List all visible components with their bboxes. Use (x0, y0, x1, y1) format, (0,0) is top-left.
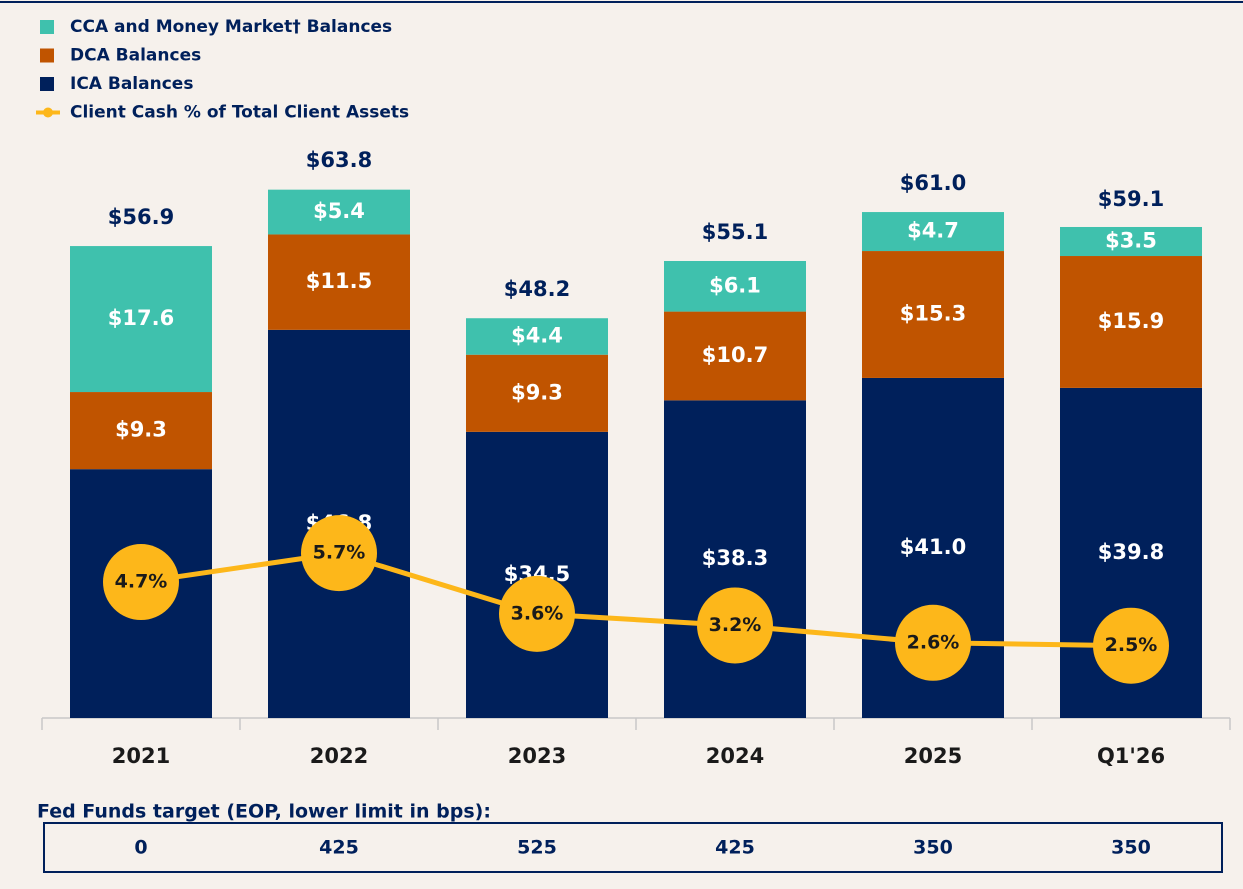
bar-value-label: $11.5 (306, 269, 372, 293)
bar-segment (862, 251, 1004, 378)
bar-value-label: $4.4 (511, 323, 563, 347)
line-value-label: 2.5% (1105, 634, 1158, 656)
legend-label: CCA and Money Market† Balances (70, 17, 392, 37)
bar-value-label: $39.8 (1098, 540, 1164, 564)
legend-label: DCA Balances (70, 46, 201, 66)
x-tick-label: 2025 (904, 744, 962, 768)
line-marker (499, 575, 575, 652)
legend-label: ICA Balances (70, 74, 193, 94)
bar-value-label: $17.6 (108, 306, 174, 330)
legend-swatch (40, 77, 54, 91)
line-marker (697, 587, 773, 664)
bar-value-label: $41.0 (900, 535, 966, 559)
line-value-label: 5.7% (313, 542, 366, 564)
bar-value-label: $9.3 (511, 380, 563, 404)
fed-funds-value: 525 (517, 837, 557, 859)
total-label: $55.1 (702, 220, 768, 244)
line-marker (895, 604, 971, 681)
x-tick-label: 2023 (508, 744, 566, 768)
fed-funds-value: 350 (913, 837, 953, 859)
x-tick-label: 2022 (310, 744, 368, 768)
fed-funds-value: 350 (1111, 837, 1151, 859)
bar-segment (268, 234, 410, 330)
total-label: $63.8 (306, 148, 372, 172)
fed-funds-value: 425 (715, 837, 755, 859)
bar-segment (664, 400, 806, 718)
line-value-label: 2.6% (907, 631, 960, 653)
bar-segment (268, 189, 410, 235)
line-marker (1093, 607, 1169, 684)
bar-segment (70, 246, 212, 393)
bar-value-label: $10.7 (702, 343, 768, 367)
legend-dot (43, 107, 53, 118)
legend-swatch (40, 48, 54, 63)
bar-segment (466, 318, 608, 355)
fed-funds-value: 0 (134, 837, 147, 859)
bar-value-label: $6.1 (709, 273, 761, 297)
total-label: $61.0 (900, 171, 966, 195)
bar-value-label: $15.3 (900, 301, 966, 325)
legend-label: Client Cash % of Total Client Assets (70, 103, 409, 123)
bar-segment (466, 354, 608, 432)
total-label: $48.2 (504, 277, 570, 301)
x-tick-label: Q1'26 (1097, 744, 1165, 768)
bar-value-label: $15.9 (1098, 309, 1164, 333)
bar-segment (664, 260, 806, 312)
line-value-label: 3.6% (511, 602, 564, 624)
line-value-label: 4.7% (115, 571, 168, 593)
bar-value-label: $38.3 (702, 546, 768, 570)
total-label: $56.9 (108, 205, 174, 229)
bar-segment (862, 212, 1004, 252)
fed-funds-label: Fed Funds target (EOP, lower limit in bp… (37, 801, 491, 823)
x-tick-label: 2021 (112, 744, 170, 768)
bar-segment (70, 392, 212, 470)
bar-segment (466, 431, 608, 718)
legend-swatch (40, 20, 54, 34)
bar-value-label: $4.7 (907, 219, 959, 243)
bar-segment (664, 311, 806, 401)
line-marker (103, 544, 179, 621)
bar-segment (1060, 256, 1202, 388)
bar-value-label: $3.5 (1105, 229, 1157, 253)
bar-segment (1060, 226, 1202, 257)
bar-value-label: $5.4 (313, 199, 365, 223)
line-marker (301, 515, 377, 592)
line-value-label: 3.2% (709, 614, 762, 636)
total-label: $59.1 (1098, 187, 1164, 211)
fed-funds-box (43, 822, 1223, 873)
bar-value-label: $9.3 (115, 418, 167, 442)
x-tick-label: 2024 (706, 744, 764, 768)
fed-funds-value: 425 (319, 837, 359, 859)
